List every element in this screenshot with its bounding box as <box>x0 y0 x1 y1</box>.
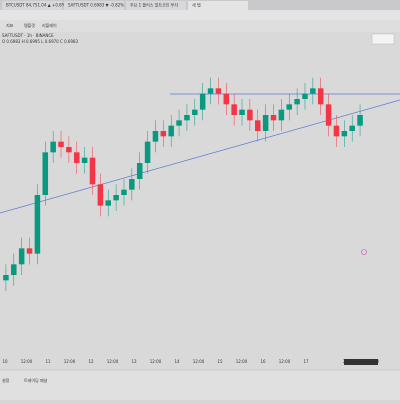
x-tick-label: 17 <box>303 359 309 364</box>
candle-body <box>333 125 340 137</box>
tab[interactable] <box>188 1 248 10</box>
x-tick-label: 12 <box>88 359 94 364</box>
candle-body <box>58 141 64 147</box>
x-tick-label: 11 <box>45 359 51 364</box>
candle-body <box>3 275 9 281</box>
candle-body <box>325 104 332 126</box>
candle-body <box>255 120 261 131</box>
x-tick-label: 12:00 <box>64 359 76 364</box>
candle-body <box>152 131 159 142</box>
candle-body <box>11 264 17 275</box>
x-tick-label: 16 <box>260 359 266 364</box>
candle-body <box>286 104 292 110</box>
x-tick-label: 10 <box>2 359 8 364</box>
candle-body <box>192 109 198 115</box>
toolbar-item[interactable]: 템플릿 <box>24 22 35 28</box>
candle-body <box>310 88 316 94</box>
candle-body <box>129 179 135 190</box>
tab[interactable] <box>2 1 62 10</box>
bottom-panel <box>0 370 400 400</box>
candle-body <box>50 141 56 153</box>
x-tick-label: 13 <box>131 359 137 364</box>
alert-icon[interactable] <box>361 249 367 255</box>
candle-body <box>270 115 277 121</box>
ohlc-label: O 0.6983 H 0.6995 L 0.6970 C 0.6983 <box>2 39 79 44</box>
candle-body <box>89 157 96 185</box>
candle-body <box>294 99 300 105</box>
candle-body <box>231 104 237 115</box>
candle-body <box>278 109 285 121</box>
candle-body <box>247 109 253 121</box>
candle-body <box>302 93 308 99</box>
x-tick-label: 14 <box>174 359 180 364</box>
tab-title[interactable]: 새 탭 <box>192 2 201 8</box>
tab-title[interactable]: SAFTUSDT 0.6983 ▼ -0.82% <box>68 3 124 8</box>
tab-title[interactable]: BTCUSDT 84,751.04 ▲ +0.8% <box>6 3 66 8</box>
candle-body <box>74 152 80 163</box>
tab[interactable] <box>64 1 124 10</box>
candle-body <box>113 195 119 201</box>
candle-body <box>184 115 190 121</box>
trend-line <box>0 99 400 214</box>
x-tick-label: 12:00 <box>193 359 205 364</box>
candle-body <box>168 125 174 137</box>
candle-body <box>66 147 72 153</box>
x-tick-label: 12:00 <box>107 359 119 364</box>
x-tick-label: 12:00 <box>279 359 291 364</box>
candle-body <box>239 109 245 115</box>
x-tick-label: 12:00 <box>21 359 33 364</box>
candle-body <box>317 88 324 105</box>
panel-tab[interactable]: 트레이딩 패널 <box>24 377 48 383</box>
candle-body <box>199 93 206 110</box>
toolbar-item[interactable]: 리플레이 <box>42 22 57 28</box>
chart-area <box>0 32 400 370</box>
candle-body <box>97 184 104 206</box>
candle-body <box>26 248 33 254</box>
x-tick-label: 15 <box>217 359 223 364</box>
toolbar <box>0 20 400 32</box>
candle-body <box>349 125 355 131</box>
candle-body <box>136 163 143 179</box>
candle-body <box>262 115 269 131</box>
address-bar <box>0 10 400 20</box>
candle-body <box>223 93 230 105</box>
x-tick-label: 12:00 <box>236 359 248 364</box>
candle-body <box>121 189 127 195</box>
candle-body <box>357 115 363 126</box>
candle-body <box>215 88 222 94</box>
x-tick-label: 12:00 <box>150 359 162 364</box>
candle-body <box>105 200 111 206</box>
candle-body <box>42 152 49 195</box>
candle-body <box>341 131 348 137</box>
cursor-label: 2025-04-17 20:00 <box>343 359 380 364</box>
candle-body <box>18 248 25 265</box>
symbol-label: SAFTUSDT · 1h · BINANCE <box>2 33 54 38</box>
candle-body <box>34 195 41 254</box>
candle-body <box>207 88 214 94</box>
toolbar-item[interactable]: 지표 <box>6 22 14 28</box>
cursor-label-bg <box>344 359 378 365</box>
candle-body <box>176 120 182 126</box>
panel-tab[interactable]: 설정 <box>2 377 10 383</box>
zoom-buttons[interactable] <box>371 33 395 45</box>
tab-title[interactable]: 주요 1 플러스 알트코인 투자 <box>130 2 178 8</box>
candle-body <box>144 141 151 163</box>
candle-body <box>81 157 88 163</box>
candle-body <box>160 131 167 137</box>
tab[interactable] <box>126 1 186 10</box>
